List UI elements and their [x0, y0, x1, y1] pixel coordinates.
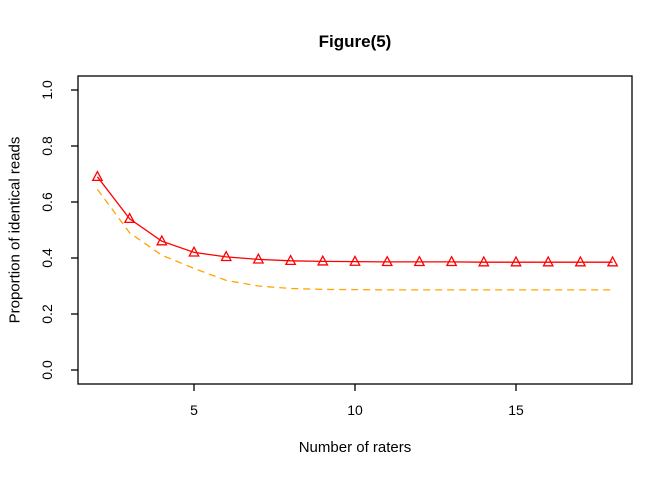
- triangle-marker: [445, 255, 458, 267]
- triangle-marker: [252, 252, 265, 264]
- triangle-marker: [510, 255, 522, 267]
- y-tick-label: 0.6: [39, 192, 55, 212]
- x-tick-label: 5: [190, 402, 198, 418]
- triangle-marker: [574, 255, 587, 267]
- triangle-marker: [542, 255, 554, 267]
- y-tick-label: 0.4: [39, 248, 55, 268]
- plot-border: [77, 75, 633, 385]
- triangle-marker: [381, 255, 393, 267]
- triangle-marker: [413, 255, 426, 267]
- triangle-marker: [317, 254, 329, 266]
- triangle-marker: [188, 245, 200, 257]
- x-axis-label: Number of raters: [298, 439, 412, 456]
- red-solid-triangle-series-line: [96, 176, 613, 263]
- triangle-marker: [478, 255, 490, 267]
- x-tick-label: 10: [347, 402, 363, 418]
- chart-title: Figure(5): [318, 32, 392, 51]
- triangle-marker: [284, 254, 297, 266]
- y-tick-label: 0.2: [39, 304, 55, 324]
- y-axis-label: Proportion of identical reads: [6, 136, 24, 324]
- triangle-marker: [606, 255, 619, 267]
- y-tick-label: 0.0: [39, 360, 55, 380]
- triangle-marker: [91, 170, 104, 182]
- triangle-marker: [123, 212, 136, 224]
- y-tick-label: 1.0: [39, 80, 55, 100]
- x-tick-label: 15: [508, 402, 524, 418]
- triangle-marker: [349, 255, 361, 266]
- triangle-marker: [156, 234, 168, 246]
- triangle-marker: [220, 250, 232, 262]
- orange-dashed-series-line: [96, 189, 613, 291]
- y-tick-label: 0.8: [39, 136, 55, 156]
